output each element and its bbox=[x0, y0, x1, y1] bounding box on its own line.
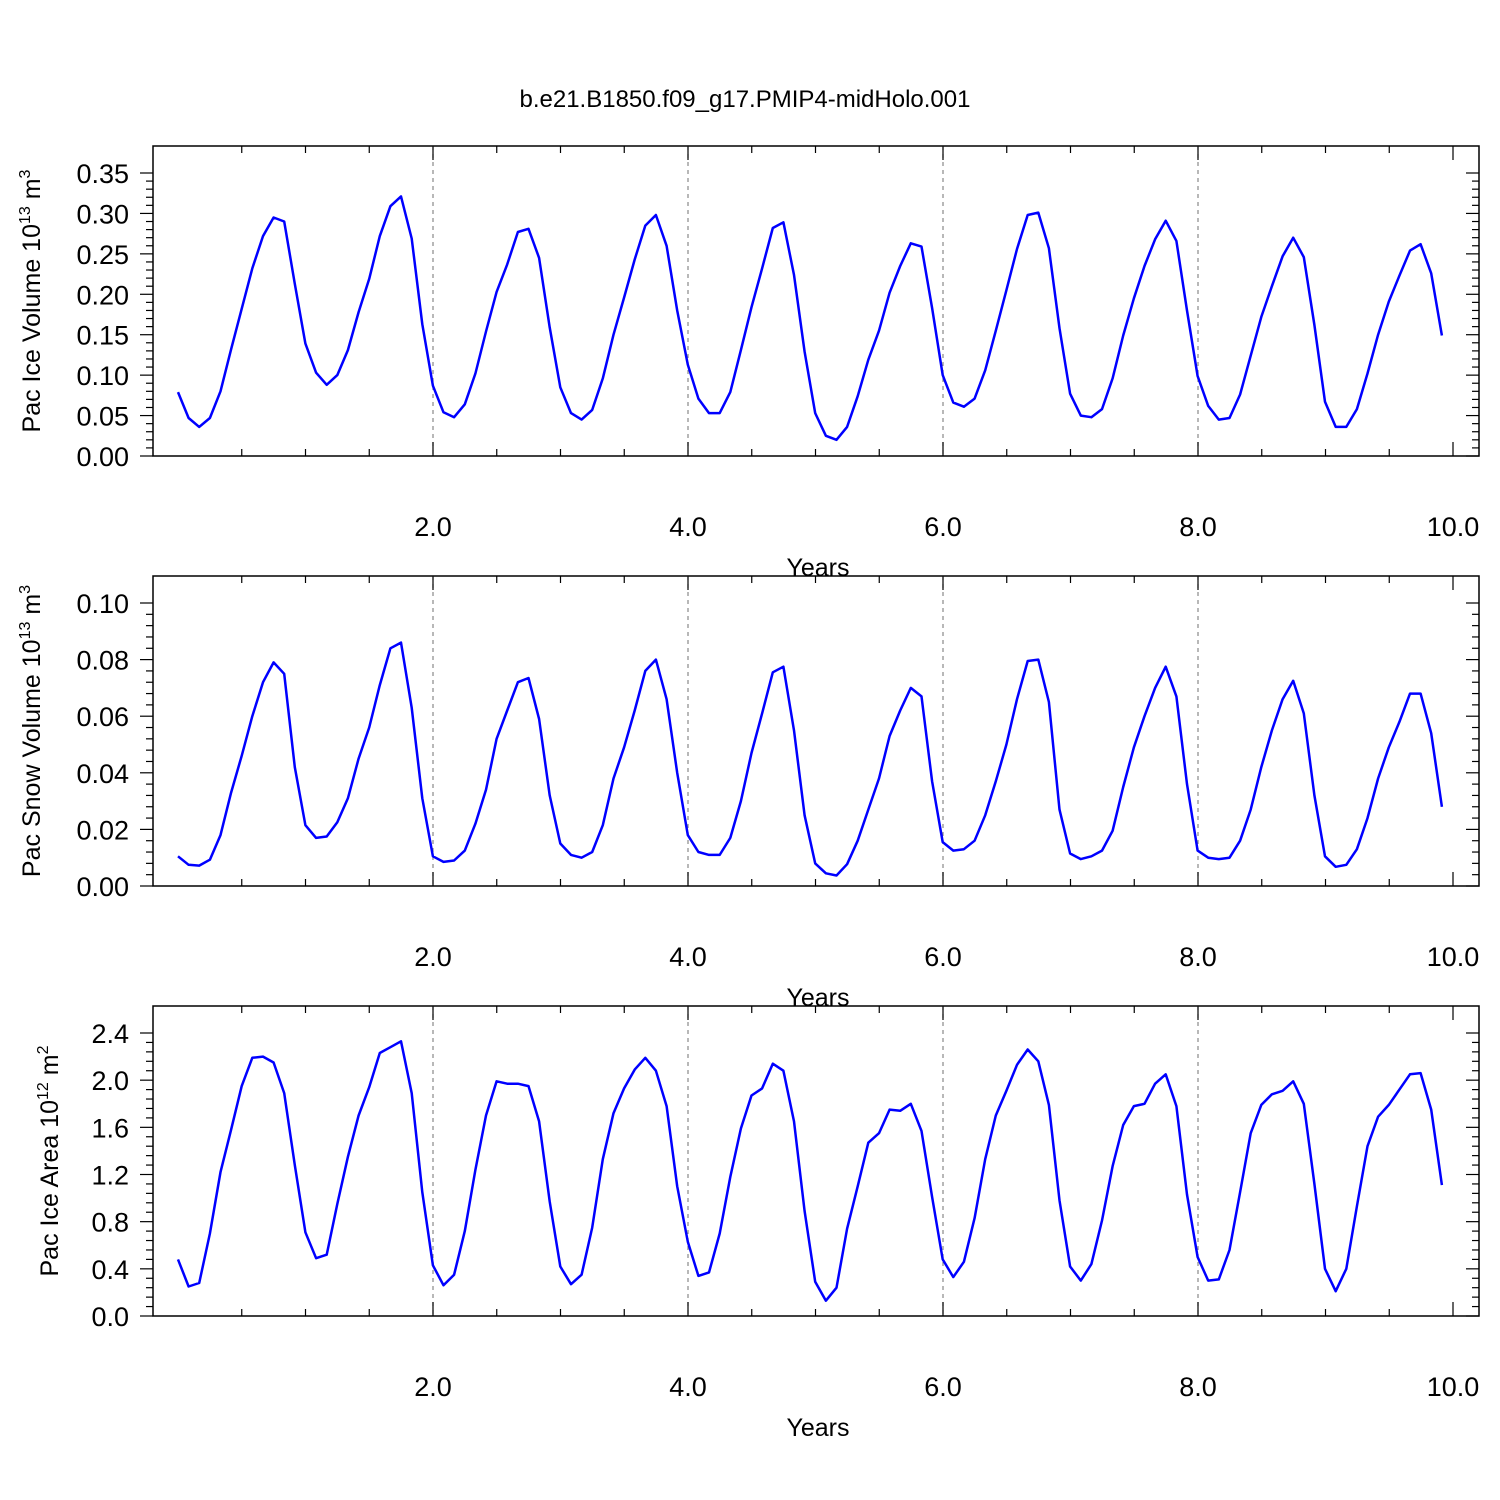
x-tick-label: 6.0 bbox=[924, 512, 962, 542]
y-tick-label: 0.35 bbox=[76, 159, 129, 189]
x-axis-label: Years bbox=[786, 984, 849, 1012]
x-tick-label: 2.0 bbox=[414, 1372, 452, 1402]
x-tick-label: 10.0 bbox=[1427, 942, 1480, 972]
x-tick-label: 8.0 bbox=[1179, 942, 1217, 972]
y-tick-label: 2.4 bbox=[91, 1019, 129, 1049]
y-tick-label: 0.10 bbox=[76, 589, 129, 619]
x-axis-label: Years bbox=[786, 1414, 849, 1442]
x-tick-label: 10.0 bbox=[1427, 1372, 1480, 1402]
y-tick-label: 0.20 bbox=[76, 280, 129, 310]
y-tick-label: 2.0 bbox=[91, 1066, 129, 1096]
y-tick-label: 0.02 bbox=[76, 815, 129, 845]
series-line bbox=[177, 641, 1444, 877]
plot-frame bbox=[152, 575, 1480, 887]
y-tick-label: 1.2 bbox=[91, 1161, 129, 1191]
x-tick-label: 6.0 bbox=[924, 1372, 962, 1402]
y-axis-label: Pac Snow Volume 1013 m3 bbox=[17, 585, 46, 877]
x-tick-label: 2.0 bbox=[414, 512, 452, 542]
plot-frame bbox=[152, 145, 1480, 457]
x-tick-label: 6.0 bbox=[924, 942, 962, 972]
x-tick-label: 10.0 bbox=[1427, 512, 1480, 542]
y-tick-label: 0.00 bbox=[76, 442, 129, 472]
y-tick-label: 0.0 bbox=[91, 1302, 129, 1332]
y-tick-label: 0.06 bbox=[76, 702, 129, 732]
figure-title: b.e21.B1850.f09_g17.PMIP4-midHolo.001 bbox=[520, 86, 971, 113]
y-tick-label: 0.25 bbox=[76, 240, 129, 270]
y-tick-label: 0.4 bbox=[91, 1255, 129, 1285]
y-tick-label: 0.05 bbox=[76, 402, 129, 432]
x-tick-label: 4.0 bbox=[669, 1372, 707, 1402]
y-tick-label: 0.08 bbox=[76, 646, 129, 676]
y-tick-label: 0.15 bbox=[76, 321, 129, 351]
x-tick-label: 8.0 bbox=[1179, 512, 1217, 542]
chart-panel-1: 2.0 4.0 6.0 8.0 10.0 0.00 0.05 0.10 0.15 0.20 0.25… bbox=[17, 145, 1480, 582]
chart-panel-2: 2.0 4.0 6.0 8.0 10.0 0.00 0.02 0.04 0.06 0.08 0.10… bbox=[17, 575, 1480, 1012]
y-tick-label: 0.30 bbox=[76, 199, 129, 229]
series-line bbox=[176, 1040, 1444, 1302]
y-tick-label: 0.10 bbox=[76, 361, 129, 391]
plot-frame bbox=[152, 1005, 1480, 1317]
x-tick-label: 4.0 bbox=[669, 942, 707, 972]
x-tick-label: 8.0 bbox=[1179, 1372, 1217, 1402]
series-line bbox=[176, 195, 1444, 442]
y-tick-label: 1.6 bbox=[91, 1113, 129, 1143]
y-axis-label: Pac Ice Volume 1013 m3 bbox=[17, 169, 46, 432]
y-tick-label: 0.04 bbox=[76, 759, 129, 789]
x-axis-label: Years bbox=[786, 554, 849, 582]
y-tick-label: 0.00 bbox=[76, 872, 129, 902]
x-tick-label: 2.0 bbox=[414, 942, 452, 972]
panels: 2.0 4.0 6.0 8.0 10.0 0.00 0.05 0.10 0.15 0.20 0.25… bbox=[17, 145, 1480, 1442]
y-axis-label: Pac Ice Area 1012 m2 bbox=[35, 1045, 64, 1276]
chart-panel-3: 2.0 4.0 6.0 8.0 10.0 0.0 0.4 0.8 1.2 1.6 2.0 2.4 Yea… bbox=[35, 1005, 1480, 1442]
y-tick-label: 0.8 bbox=[91, 1208, 129, 1238]
x-tick-label: 4.0 bbox=[669, 512, 707, 542]
